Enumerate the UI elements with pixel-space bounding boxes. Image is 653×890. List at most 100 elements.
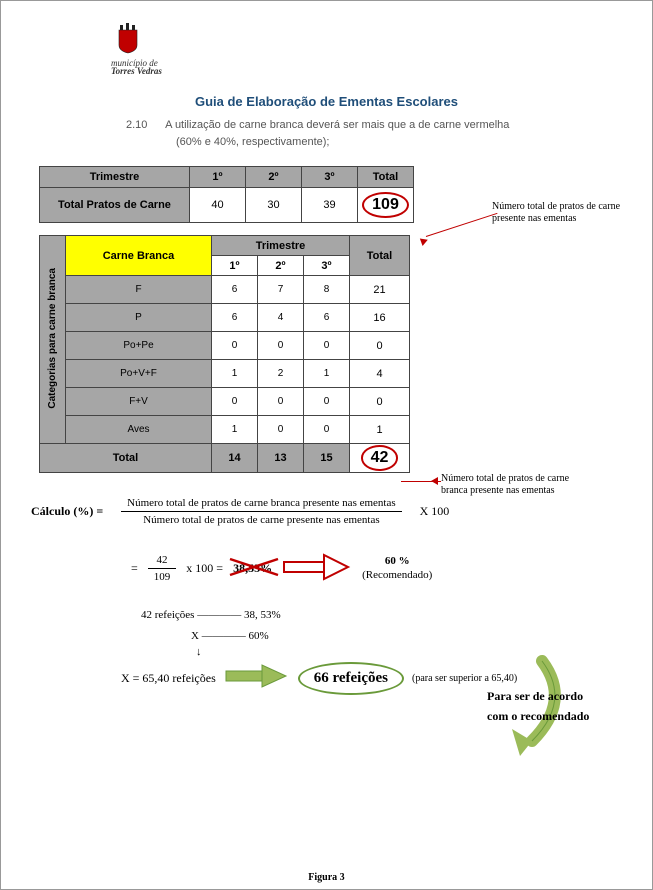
formula-denominator: Número total de pratos de carne presente… [121,512,401,528]
recommended-label: (Recomendado) [362,569,432,581]
table-carne-branca: Categorias para carne branca Carne Branc… [39,235,410,473]
prop-dash-2: ———— [202,630,249,642]
t2-sidelabel-text: Categorias para carne branca [47,264,58,413]
prop-l2b: 60% [248,630,268,642]
side-note-l2: com o recomendado [487,706,627,726]
t2-c42: 0 [304,388,350,416]
t2-c30: 1 [212,360,258,388]
recommended-block: 60 % (Recomendado) [362,555,432,581]
t1-total: 109 [358,188,414,223]
t2-cat-3: Po+V+F [66,360,212,388]
prop-l2a: X [191,630,199,642]
prop-l1a: 42 refeições [141,609,194,621]
oval-result: 66 refeições [298,662,404,695]
arrow-green-right-icon [224,664,290,692]
t1-v2: 30 [246,188,302,223]
logo-text-2: Torres Vedras [111,66,622,76]
calc-line: = 42 109 x 100 = 38,53% 60 % (Recomendad… [131,552,622,585]
formula-block: Cálculo (%) = Número total de pratos de … [31,495,622,528]
crest-icon [111,21,145,55]
t2-c00: 6 [212,276,258,304]
formula-numerator: Número total de pratos de carne branca p… [121,495,401,512]
t2-rt5: 1 [350,416,410,444]
proportion-block: 42 refeições ———— 38, 53% X ———— 60% ↓ [141,605,622,658]
prop-dash-1: ———— [197,609,244,621]
prop-line-2: X ———— 60% [191,626,622,647]
t1-rowlabel: Total Pratos de Carne [40,188,190,223]
t2-rt4: 0 [350,388,410,416]
t2-c21: 0 [258,332,304,360]
section-number: 2.10 [126,119,147,131]
t2-c20: 0 [212,332,258,360]
t2-sidelabel: Categorias para carne branca [40,236,66,444]
circled-total-109: 109 [362,192,409,218]
t2-rt2: 0 [350,332,410,360]
formula-times: X 100 [420,504,450,519]
t2-c52: 0 [304,416,350,444]
t2-grand: 42 [350,444,410,473]
formula-lhs: Cálculo (%) = [31,504,103,519]
result-x: X = 65,40 refeições [121,671,216,686]
prop-line-1: 42 refeições ———— 38, 53% [141,605,622,626]
prop-l1b: 38, 53% [244,609,281,621]
t2-cat-4: F+V [66,388,212,416]
t2-c02: 8 [304,276,350,304]
section-text: A utilização de carne branca deverá ser … [165,119,509,131]
t2-rt3: 4 [350,360,410,388]
t2-sh3: 3º [304,256,350,276]
t2-cat-1: P [66,304,212,332]
t2-rt0: 21 [350,276,410,304]
figure-caption: Figura 3 [1,872,652,883]
t2-c31: 2 [258,360,304,388]
calc-mult: x 100 = [186,561,223,576]
t1-v1: 40 [190,188,246,223]
t2-cat-0: F [66,276,212,304]
t2-bv1: 13 [258,444,304,473]
table-pratos-carne: Trimestre 1º 2º 3º Total Total Pratos de… [39,166,414,223]
section-line-1: 2.10 A utilização de carne branca deverá… [126,119,622,131]
t1-h2: 2º [246,167,302,188]
side-note: Para ser de acordo com o recomendado [487,686,627,727]
circled-total-42: 42 [361,445,399,471]
t2-rt1: 16 [350,304,410,332]
calc-n: 42 [148,552,177,569]
t2-c12: 6 [304,304,350,332]
t2-c50: 1 [212,416,258,444]
t2-bv0: 14 [212,444,258,473]
t2-c11: 4 [258,304,304,332]
arrow-red-right-icon [282,553,352,585]
page-title: Guia de Elaboração de Ementas Escolares [31,94,622,109]
document-page: município de Torres Vedras Guia de Elabo… [0,0,653,890]
formula-fraction: Número total de pratos de carne branca p… [121,495,401,528]
annotation-total-branca: Número total de pratos de carne branca p… [441,473,591,496]
t1-h1: 1º [190,167,246,188]
calc-fraction: 42 109 [148,552,177,585]
t2-cat-2: Po+Pe [66,332,212,360]
t2-corner: Carne Branca [66,236,212,276]
t2-c01: 7 [258,276,304,304]
calc-eq: = [131,561,138,576]
t2-sh2: 2º [258,256,304,276]
side-note-l1: Para ser de acordo [487,686,627,706]
t1-h0: Trimestre [40,167,190,188]
t2-c22: 0 [304,332,350,360]
arrow-head-1 [420,236,429,246]
t2-total-label: Total [350,236,410,276]
t2-trimestre: Trimestre [212,236,350,256]
t2-c10: 6 [212,304,258,332]
t1-h4: Total [358,167,414,188]
t2-bottom-label: Total [40,444,212,473]
recommended-pct: 60 % [385,555,410,567]
t1-v3: 39 [302,188,358,223]
annotation-total-carne: Número total de pratos de carne presente… [492,201,642,224]
arrow-head-2 [431,477,438,485]
t2-bv2: 15 [304,444,350,473]
calc-d: 109 [148,569,177,585]
logo-area: município de Torres Vedras [111,21,622,76]
t2-cat-5: Aves [66,416,212,444]
t2-c32: 1 [304,360,350,388]
arrow-line-1 [426,213,498,237]
t2-sh1: 1º [212,256,258,276]
t2-c51: 0 [258,416,304,444]
calc-struck: 38,53% [233,561,272,576]
